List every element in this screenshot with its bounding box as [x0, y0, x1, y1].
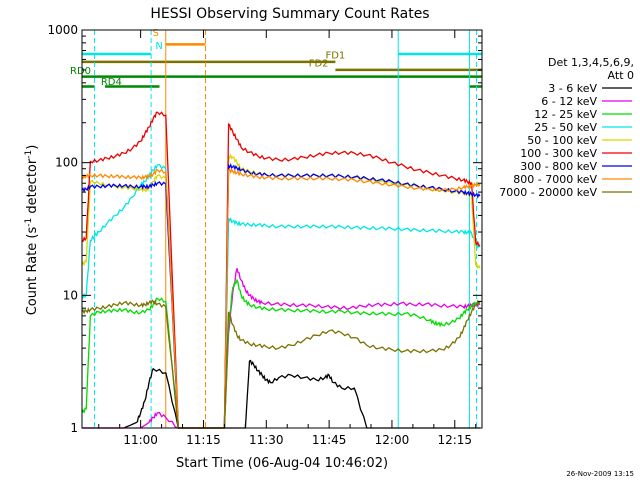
x-tick-label-5: 12:15 [437, 433, 472, 447]
legend-label-4: 50 - 100 keV [527, 134, 597, 147]
series-line-6 [81, 162, 481, 429]
y-tick-label-0: 1 [70, 421, 78, 435]
legend-label-7: 800 - 7000 keV [513, 173, 597, 186]
series-line-2 [81, 278, 481, 429]
flag-boundary-lines [94, 30, 478, 428]
legend-label-5: 100 - 300 keV [520, 147, 597, 160]
legend-label-1: 6 - 12 keV [541, 95, 597, 108]
axes-layer: 11:00 11:15 11:30 11:45 12:00 12:15 1 10 100 1000 [47, 23, 483, 447]
flag-label-fd2: FD2 [309, 59, 329, 70]
legend-header-detectors: Det 1,3,4,5,6,9, [548, 56, 634, 69]
series-line-3 [81, 163, 481, 429]
y-axis-label-sup2: -1 [24, 150, 34, 159]
legend-header-attenuator: Att 0 [608, 69, 634, 82]
chart-title: HESSI Observing Summary Count Rates [150, 6, 429, 22]
series-layer [81, 111, 481, 429]
y-axis-label: Count Rate (s-1 detector-1) [24, 145, 40, 316]
y-tick-label-1: 10 [63, 288, 78, 302]
series-line-4 [81, 153, 481, 429]
series-line-7 [81, 167, 481, 429]
y-axis-label-sup1: -1 [24, 218, 34, 227]
flag-label-fd1: FD1 [325, 50, 345, 61]
legend-label-3: 25 - 50 keV [534, 121, 597, 134]
series-line-5 [81, 111, 481, 429]
flag-label-rd0: RD0 [70, 66, 91, 77]
x-tick-label-0: 11:00 [123, 433, 158, 447]
legend-label-2: 12 - 25 keV [534, 108, 597, 121]
y-tick-label-3: 1000 [47, 23, 78, 37]
x-tick-label-4: 12:00 [375, 433, 410, 447]
flag-label-rd4: RD4 [101, 77, 122, 88]
footer-timestamp: 26-Nov-2009 13:15 [566, 470, 634, 478]
series-line-1 [82, 268, 481, 429]
x-axis-label: Start Time (06-Aug-04 10:46:02) [176, 456, 388, 471]
plot-frame [81, 29, 483, 429]
legend-label-6: 300 - 800 keV [520, 160, 597, 173]
series-line-0 [82, 359, 480, 429]
flag-label-s: S [153, 28, 159, 39]
series-line-8 [81, 299, 481, 429]
y-axis-label-end: ) [25, 145, 40, 150]
flag-label-n: N [155, 41, 162, 52]
x-tick-label-1: 11:15 [186, 433, 221, 447]
y-axis-label-main: Count Rate (s [25, 227, 40, 316]
legend-label-8: 7000 - 20000 keV [499, 186, 597, 199]
x-tick-label-2: 11:30 [249, 433, 284, 447]
x-tick-label-3: 11:45 [312, 433, 347, 447]
y-tick-label-2: 100 [55, 156, 78, 170]
y-axis-label-mid: detector [25, 158, 40, 218]
legend-label-0: 3 - 6 keV [548, 82, 597, 95]
